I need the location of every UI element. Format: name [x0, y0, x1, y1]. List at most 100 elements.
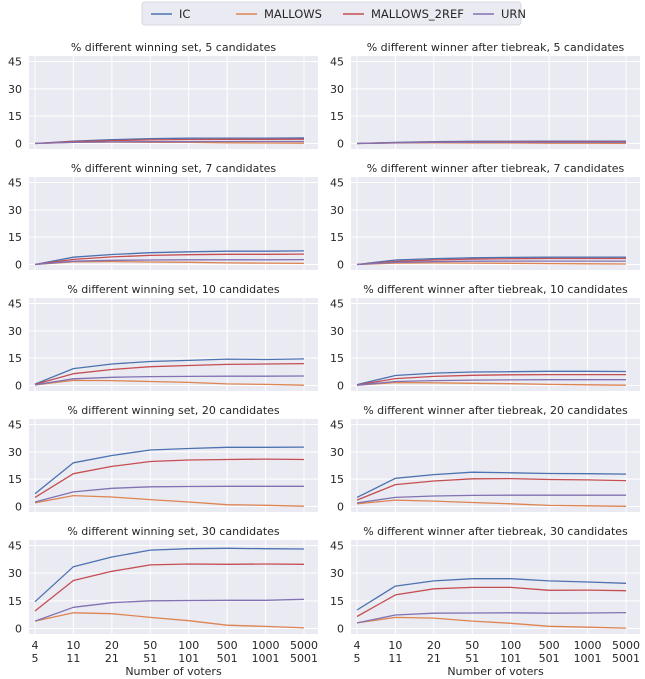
y-tick-label: 45	[330, 55, 344, 68]
x-tick-label-top: 10	[388, 639, 402, 652]
series-line-mallows-2ref	[34, 138, 305, 145]
legend-label: URN	[501, 7, 526, 21]
legend-label: MALLOWS_2REF	[371, 7, 464, 21]
x-tick-label-bottom: 101	[178, 652, 199, 665]
chart-panel: % different winning set, 30 candidates 0 1…	[8, 525, 318, 635]
y-tick-label: 0	[15, 380, 22, 393]
y-tick-label: 0	[15, 622, 22, 635]
series-line-ic	[356, 256, 626, 266]
chart-panel: % different winning set, 5 candidates 0 15…	[8, 41, 318, 151]
x-tick-label-top: 500	[217, 639, 238, 652]
legend-box	[141, 1, 522, 26]
x-tick-label-top: 1000	[252, 639, 280, 652]
y-tick-label: 0	[15, 138, 22, 151]
y-tick-label: 30	[330, 325, 344, 338]
series-line-mallows	[34, 612, 305, 629]
panel-title: % different winning set, 20 candidates	[67, 404, 280, 417]
panel-title: % different winning set, 10 candidates	[67, 283, 280, 296]
y-tick-label: 15	[330, 595, 344, 608]
y-tick-label: 15	[8, 110, 22, 123]
y-tick-label: 30	[330, 204, 344, 217]
series-line-ic	[356, 578, 627, 611]
series-line-mallows-2ref	[34, 563, 305, 612]
series-line-ic	[356, 370, 627, 386]
series-line-mallows-2ref	[356, 373, 626, 386]
y-tick-label: 15	[330, 231, 344, 244]
series-line-mallows	[356, 262, 627, 266]
series-line-ic	[34, 358, 305, 385]
plot-area	[351, 177, 640, 270]
series-line-urn	[34, 375, 305, 386]
series-line-mallows-2ref	[356, 257, 626, 266]
y-tick-label: 30	[8, 446, 22, 459]
x-tick-label-bottom: 1001	[252, 652, 280, 665]
y-tick-label: 0	[15, 501, 22, 514]
series-line-mallows	[34, 260, 305, 266]
x-tick-label-bottom: 1001	[574, 652, 602, 665]
y-tick-label: 0	[15, 259, 22, 272]
series-line-urn	[356, 260, 626, 266]
y-tick-label: 30	[8, 325, 22, 338]
x-axis-labels: 4510112021505110010150050110001001500050…	[32, 639, 641, 678]
chart-panels: % different winning set, 5 candidates 0 15…	[8, 41, 640, 635]
series-line-mallows-2ref	[34, 362, 305, 386]
y-tick-label: 45	[330, 418, 344, 431]
y-tick-label: 45	[8, 297, 22, 310]
series-line-ic	[34, 547, 305, 603]
x-tick-label-bottom: 21	[105, 652, 119, 665]
x-tick-label-top: 5000	[290, 639, 318, 652]
series-line-mallows	[34, 494, 305, 507]
legend-label: IC	[179, 7, 190, 21]
x-axis-title: Number of voters	[125, 665, 222, 678]
series-line-mallows-2ref	[356, 477, 627, 501]
y-tick-label: 0	[337, 380, 344, 393]
series-line-urn	[34, 258, 305, 266]
plot-area	[351, 419, 640, 512]
plot-area	[351, 298, 640, 391]
x-tick-label-bottom: 51	[465, 652, 479, 665]
x-tick-label-bottom: 5	[32, 652, 39, 665]
x-tick-label-top: 100	[178, 639, 199, 652]
y-tick-label: 45	[8, 540, 22, 553]
series-line-urn	[356, 494, 626, 504]
plot-area	[351, 56, 640, 149]
y-tick-label: 45	[330, 297, 344, 310]
chart-panel: % different winning set, 20 candidates 0 1…	[8, 404, 318, 514]
panel-title: % different winning set, 7 candidates	[71, 162, 277, 175]
y-tick-label: 30	[8, 567, 22, 580]
y-tick-label: 15	[330, 352, 344, 365]
y-tick-label: 15	[8, 473, 22, 486]
series-line-ic	[34, 446, 305, 495]
x-tick-label-bottom: 501	[539, 652, 560, 665]
plot-area	[29, 298, 318, 391]
legend-label: MALLOWS	[264, 7, 322, 21]
panel-title: % different winner after tiebreak, 7 can…	[367, 162, 625, 175]
plot-area	[29, 419, 318, 512]
x-tick-label-bottom: 51	[143, 652, 157, 665]
y-tick-label: 30	[330, 83, 344, 96]
chart-panel: % different winner after tiebreak, 30 ca…	[330, 525, 640, 635]
series-line-ic	[34, 250, 305, 266]
panel-title: % different winning set, 30 candidates	[67, 525, 280, 538]
y-tick-label: 45	[8, 176, 22, 189]
plot-area	[29, 177, 318, 270]
y-tick-label: 15	[8, 352, 22, 365]
x-tick-label-top: 4	[32, 639, 39, 652]
x-tick-label-bottom: 501	[217, 652, 238, 665]
x-tick-label-bottom: 11	[388, 652, 402, 665]
panel-title: % different winner after tiebreak, 30 ca…	[363, 525, 628, 538]
chart-panel: % different winner after tiebreak, 7 can…	[330, 162, 640, 272]
y-tick-label: 30	[8, 204, 22, 217]
series-line-ic	[356, 471, 627, 498]
series-line-urn	[356, 611, 627, 624]
x-tick-label-top: 100	[500, 639, 521, 652]
series-line-urn	[356, 141, 626, 145]
chart-panel: % different winner after tiebreak, 20 ca…	[330, 404, 640, 514]
series-line-mallows	[356, 499, 627, 507]
x-tick-label-top: 4	[354, 639, 361, 652]
y-tick-label: 0	[337, 622, 344, 635]
x-tick-label-top: 500	[539, 639, 560, 652]
legend: IC MALLOWS MALLOWS_2REF URN	[141, 1, 526, 26]
y-tick-label: 30	[330, 567, 344, 580]
series-line-mallows-2ref	[34, 253, 305, 266]
